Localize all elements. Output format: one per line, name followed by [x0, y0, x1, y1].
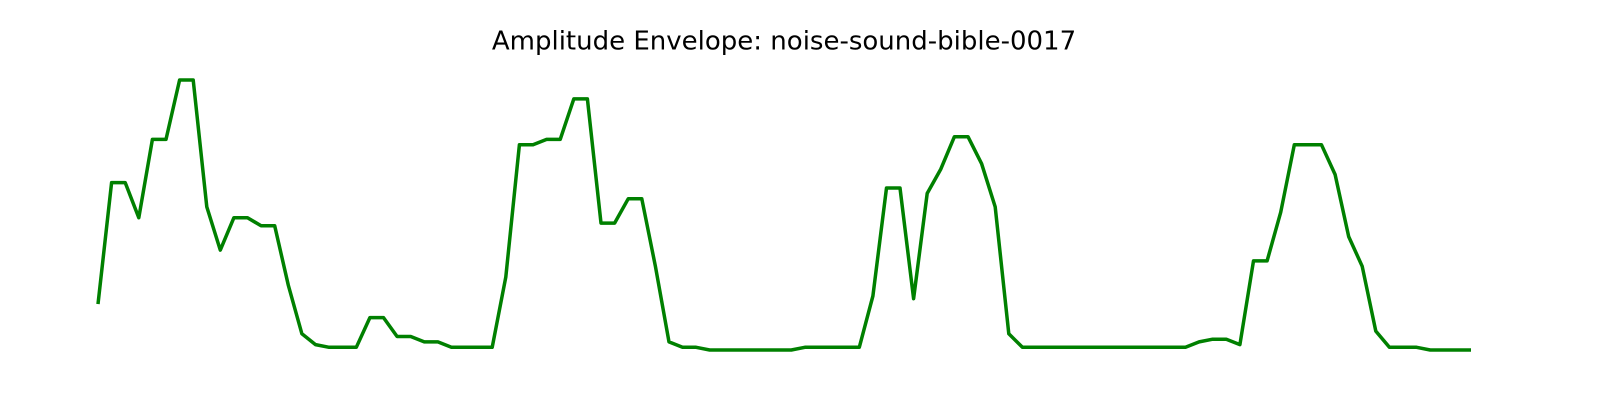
line	[96, 78, 1471, 352]
chart-title: Amplitude Envelope: noise-sound-bible-00…	[492, 27, 1076, 57]
